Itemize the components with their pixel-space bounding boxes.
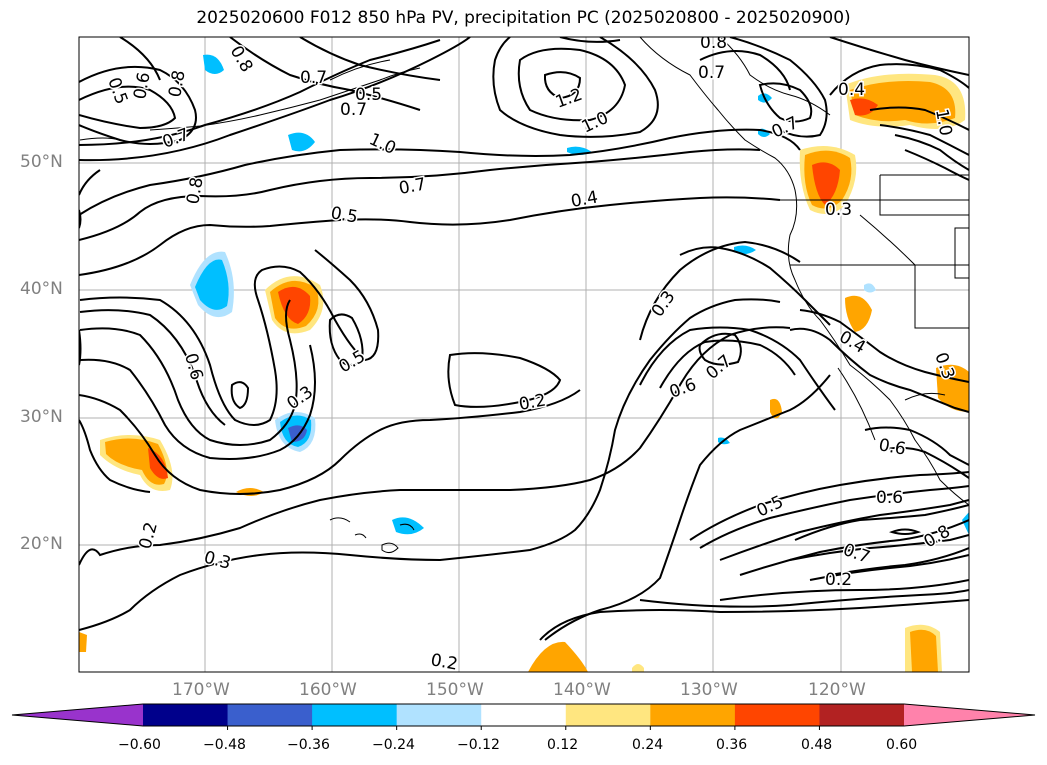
lon-label-120w: 120°W — [808, 680, 866, 700]
lat-label-20n: 20°N — [20, 534, 63, 554]
precip-positive-region — [850, 81, 956, 124]
precip-negative-region — [195, 259, 229, 310]
contour-label: 0.7 — [340, 100, 367, 120]
precip-shading — [79, 54, 969, 672]
contour-label: 0.4 — [838, 80, 865, 100]
contour-label: 0.5 — [355, 85, 382, 105]
precip-positive-region — [632, 664, 644, 672]
contour-label: 0.6 — [876, 488, 903, 508]
map-border — [78, 36, 970, 673]
precip-negative-region — [962, 512, 969, 535]
precip-negative-region — [864, 283, 876, 293]
lat-label-40n: 40°N — [20, 279, 63, 299]
colorbar-swatch — [227, 704, 313, 726]
precip-negative-region — [392, 517, 424, 535]
colorbar-tick-label: −0.36 — [287, 737, 330, 753]
contour-label: 0.2 — [517, 391, 547, 415]
lon-label-160w: 160°W — [299, 680, 357, 700]
colorbar-tick-label: −0.24 — [372, 737, 415, 753]
contour-label: 0.7 — [300, 68, 327, 88]
pv-contours — [79, 37, 969, 641]
precip-negative-region — [203, 54, 224, 74]
coastlines — [79, 37, 969, 554]
map-title: 2025020600 F012 850 hPa PV, precipitatio… — [196, 8, 851, 28]
colorbar-swatch — [650, 704, 736, 726]
precip-positive-region — [910, 629, 938, 672]
precip-negative-region — [288, 132, 315, 152]
precip-positive-region — [850, 98, 878, 116]
colorbar-tick-label: 0.48 — [801, 737, 833, 753]
contour-label: 0.2 — [429, 650, 459, 674]
map-frame — [79, 37, 969, 672]
contour-label: 0.7 — [698, 63, 725, 83]
colorbar-swatch — [143, 704, 229, 726]
colorbar-tick-label: 0.12 — [547, 737, 579, 753]
colorbar-swatch — [565, 704, 651, 726]
lon-label-130w: 130°W — [680, 680, 738, 700]
colorbar-tick-label: 0.36 — [716, 737, 748, 753]
colorbar — [11, 703, 1036, 730]
precip-positive-region — [528, 641, 588, 672]
colorbar-swatch — [819, 704, 905, 726]
lat-label-50n: 50°N — [20, 152, 63, 172]
precip-positive-region — [79, 632, 87, 652]
colorbar-tick-label: −0.12 — [457, 737, 500, 753]
colorbar-tick-label: −0.48 — [203, 737, 246, 753]
contour-label: 0.3 — [825, 200, 852, 220]
colorbar-tick-label: 0.60 — [886, 737, 918, 753]
precip-positive-region — [278, 286, 311, 324]
colorbar-tick-label: 0.24 — [632, 737, 664, 753]
colorbar-extend-max — [904, 704, 1035, 726]
colorbar-tick-label: −0.60 — [118, 737, 161, 753]
colorbar-swatch — [734, 704, 820, 726]
lon-label-170w: 170°W — [172, 680, 230, 700]
contour-label: 0.2 — [825, 570, 852, 590]
lon-label-140w: 140°W — [553, 680, 611, 700]
colorbar-swatch — [312, 704, 398, 726]
precip-positive-region — [812, 162, 840, 205]
lat-label-30n: 30°N — [20, 407, 63, 427]
lon-label-150w: 150°W — [426, 680, 484, 700]
precip-positive-region — [148, 448, 168, 479]
colorbar-swatch — [396, 704, 482, 726]
contour-label: 0.8 — [700, 33, 727, 53]
contour-label: 0.8 — [183, 176, 207, 206]
colorbar-outline — [11, 703, 1036, 727]
precip-positive-region — [845, 295, 872, 332]
colorbar-extend-min — [12, 704, 143, 726]
colorbar-swatch — [481, 704, 567, 726]
